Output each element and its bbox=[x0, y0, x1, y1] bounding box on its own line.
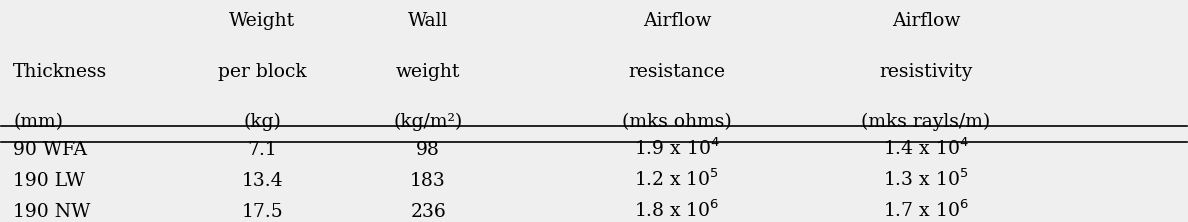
Text: 1.8 x 10$^6$: 1.8 x 10$^6$ bbox=[634, 199, 720, 221]
Text: (mm): (mm) bbox=[13, 113, 63, 131]
Text: 90 WFA: 90 WFA bbox=[13, 141, 87, 159]
Text: 1.2 x 10$^5$: 1.2 x 10$^5$ bbox=[634, 168, 720, 190]
Text: 7.1: 7.1 bbox=[247, 141, 277, 159]
Text: Airflow: Airflow bbox=[892, 12, 960, 30]
Text: (mks rayls/m): (mks rayls/m) bbox=[861, 113, 991, 131]
Text: (kg): (kg) bbox=[244, 113, 282, 131]
Text: 190 LW: 190 LW bbox=[13, 172, 86, 190]
Text: 236: 236 bbox=[410, 203, 446, 221]
Text: Weight: Weight bbox=[229, 12, 295, 30]
Text: 183: 183 bbox=[410, 172, 446, 190]
Text: Wall: Wall bbox=[407, 12, 448, 30]
Text: (mks ohms): (mks ohms) bbox=[623, 113, 732, 131]
Text: 98: 98 bbox=[416, 141, 440, 159]
Text: 1.4 x 10$^4$: 1.4 x 10$^4$ bbox=[883, 138, 969, 159]
Text: 17.5: 17.5 bbox=[241, 203, 283, 221]
Text: 190 NW: 190 NW bbox=[13, 203, 90, 221]
Text: weight: weight bbox=[396, 63, 460, 81]
Text: resistance: resistance bbox=[628, 63, 726, 81]
Text: Thickness: Thickness bbox=[13, 63, 107, 81]
Text: 1.9 x 10$^4$: 1.9 x 10$^4$ bbox=[634, 138, 720, 159]
Text: (kg/m²): (kg/m²) bbox=[393, 113, 462, 131]
Text: Airflow: Airflow bbox=[643, 12, 712, 30]
Text: 13.4: 13.4 bbox=[241, 172, 283, 190]
Text: resistivity: resistivity bbox=[879, 63, 973, 81]
Text: 1.3 x 10$^5$: 1.3 x 10$^5$ bbox=[883, 168, 968, 190]
Text: 1.7 x 10$^6$: 1.7 x 10$^6$ bbox=[883, 199, 968, 221]
Text: per block: per block bbox=[217, 63, 307, 81]
